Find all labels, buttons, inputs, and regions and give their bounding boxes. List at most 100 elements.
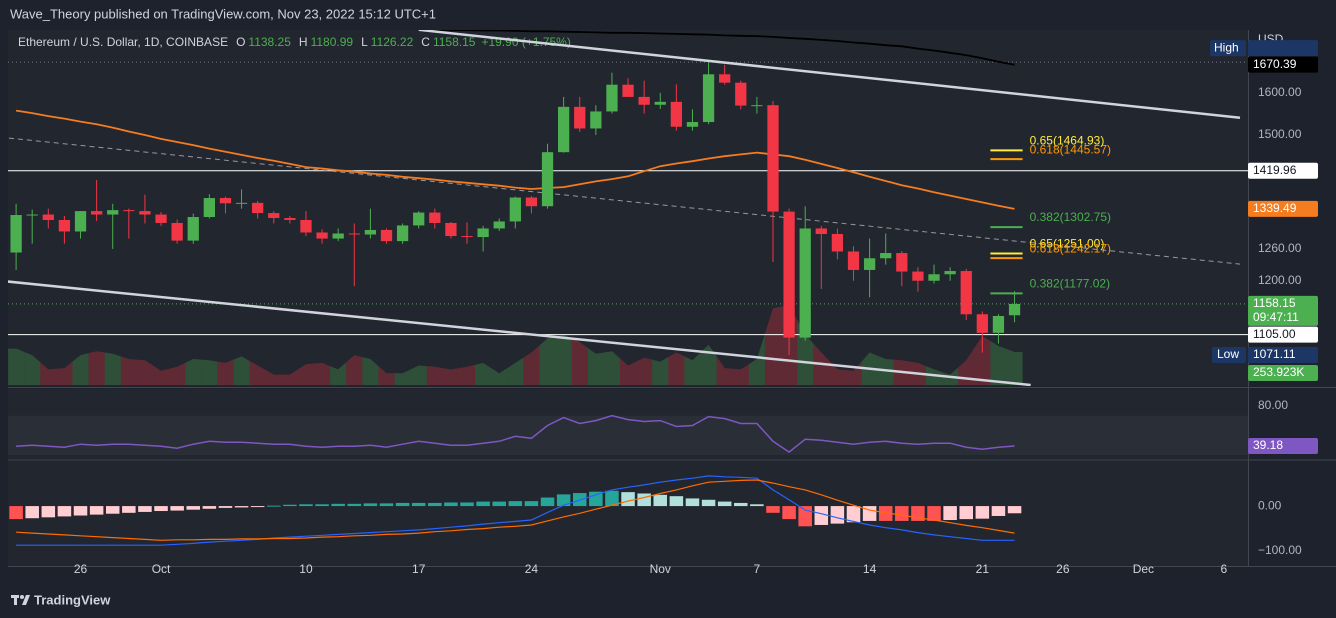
ma-tag: 1339.49 xyxy=(1253,201,1297,215)
macd-histogram xyxy=(975,506,990,519)
volume-area xyxy=(620,358,637,385)
ma-tag-box xyxy=(1248,200,1318,217)
candle-body xyxy=(90,211,103,215)
volume-area xyxy=(668,352,685,385)
macd-histogram xyxy=(782,506,796,520)
fib-label: 0.382(1302.75) xyxy=(1030,210,1111,224)
macd-histogram xyxy=(895,506,909,521)
macd-histogram xyxy=(717,501,732,507)
candle-body xyxy=(364,229,377,235)
candle-body xyxy=(928,274,940,281)
volume-area xyxy=(523,345,540,385)
fib-label: 0.382(1177.02) xyxy=(1030,277,1111,291)
macd-histogram xyxy=(154,506,168,512)
macd-histogram xyxy=(267,505,281,507)
macd-histogram xyxy=(556,494,571,507)
volume-tag: 253.923K xyxy=(1253,365,1304,379)
x-tick-label: Oct xyxy=(152,562,171,576)
candle-body xyxy=(558,106,570,153)
macd-line xyxy=(16,475,1015,546)
candle-body xyxy=(155,214,167,223)
volume-area xyxy=(555,334,572,385)
candle-body xyxy=(590,111,602,129)
macd-histogram xyxy=(347,503,362,507)
macd-histogram xyxy=(73,506,88,516)
x-tick-label: 24 xyxy=(525,562,539,576)
candle-body xyxy=(719,74,731,83)
rsi-tag: 39.18 xyxy=(1253,438,1283,452)
fib-label: 0.618(1242.17) xyxy=(1030,241,1111,255)
brand: TradingView xyxy=(34,592,111,607)
y-tick-label: 1200.00 xyxy=(1258,273,1302,287)
macd-histogram xyxy=(331,503,345,507)
fib-label: 0.65(1464.93) xyxy=(1030,134,1105,148)
volume-area xyxy=(394,369,411,385)
macd-histogram xyxy=(89,506,104,515)
volume-area xyxy=(491,368,508,385)
candle-body xyxy=(316,232,328,239)
volume-area xyxy=(56,361,73,385)
macd-histogram xyxy=(830,506,845,524)
macd-histogram xyxy=(766,506,780,513)
fib-label: 0.65(1251.00) xyxy=(1030,237,1105,251)
logo xyxy=(11,595,30,605)
candle-body xyxy=(654,101,666,105)
ma-tag: 1670.39 xyxy=(1253,57,1297,71)
macd-histogram xyxy=(444,502,458,507)
macd-histogram xyxy=(315,504,329,507)
x-tick-label: 7 xyxy=(754,562,761,576)
macd-histogram xyxy=(669,496,684,507)
macd-histogram xyxy=(411,502,426,507)
macd-histogram xyxy=(476,501,490,507)
candle-body xyxy=(74,211,87,232)
candle-body xyxy=(1008,303,1021,316)
volume-area xyxy=(378,366,395,385)
candle-body xyxy=(541,152,554,207)
volume-area xyxy=(88,351,105,385)
macd-histogram xyxy=(299,504,313,507)
candle-body xyxy=(445,222,457,237)
rsi-tick-label: 80.00 xyxy=(1258,398,1288,412)
candle-body xyxy=(960,271,972,315)
volume-area xyxy=(330,362,347,385)
macd-histogram xyxy=(637,493,651,507)
volume-tag-box xyxy=(1248,365,1318,381)
volume-area xyxy=(974,336,991,385)
low-tag: Low xyxy=(1217,347,1239,361)
candle-body xyxy=(219,198,232,204)
volume-area xyxy=(748,333,765,385)
candle-body xyxy=(252,202,264,214)
candle-body xyxy=(767,105,779,212)
low-value-tag-box xyxy=(1248,346,1318,363)
volume-area xyxy=(475,362,492,385)
trendline xyxy=(418,30,1241,120)
high-tag-box xyxy=(1210,40,1246,57)
logo-mark xyxy=(20,595,24,599)
macd-histogram xyxy=(750,504,764,507)
macd-histogram xyxy=(9,506,23,520)
volume-area xyxy=(169,362,186,385)
volume-area xyxy=(507,357,524,385)
macd-histogram xyxy=(283,504,297,507)
candle-body xyxy=(574,106,586,129)
macd-histogram xyxy=(927,506,941,521)
volume-area xyxy=(314,362,331,385)
candle-body xyxy=(912,271,924,281)
macd-histogram xyxy=(508,501,523,507)
macd-histogram xyxy=(846,506,861,523)
candle-body xyxy=(139,211,151,215)
candle-body xyxy=(268,213,280,218)
candle-body xyxy=(944,271,956,275)
y-tick-label: 1600.00 xyxy=(1258,85,1302,99)
volume-area xyxy=(684,352,701,385)
macd-histogram xyxy=(605,490,619,507)
macd-histogram xyxy=(363,503,378,507)
macd-pane xyxy=(8,461,1248,566)
logo-mark xyxy=(14,595,17,605)
macd-histogram xyxy=(524,501,539,507)
candle-body xyxy=(622,84,634,97)
candle-body xyxy=(702,74,715,123)
legend-key: C xyxy=(421,35,430,49)
volume-area xyxy=(764,306,782,385)
